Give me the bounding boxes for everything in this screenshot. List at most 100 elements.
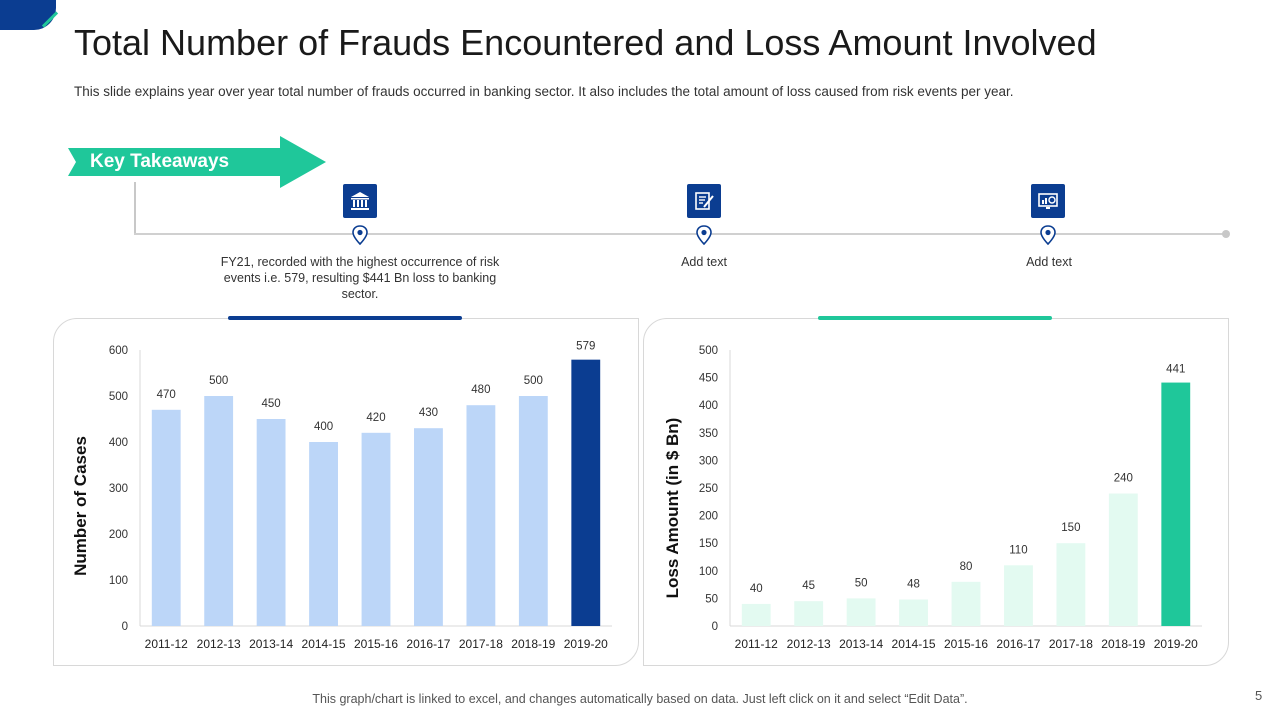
loss-data-label: 48 <box>907 579 920 591</box>
timeline-end-dot <box>1222 230 1230 238</box>
cases-bar <box>361 432 391 626</box>
loss-data-label: 50 <box>855 577 868 589</box>
cases-bar <box>204 396 234 626</box>
loss-data-label: 441 <box>1166 364 1185 376</box>
cases-bar <box>256 419 286 626</box>
location-pin-icon <box>696 225 712 246</box>
monitor-chart-icon <box>1038 193 1058 209</box>
page-title: Total Number of Frauds Encountered and L… <box>74 22 1097 63</box>
cases-bar <box>466 405 496 626</box>
cases-y-tick-label: 400 <box>109 437 128 449</box>
loss-x-tick-label: 2019-20 <box>1154 637 1198 651</box>
loss-bar <box>1108 493 1138 626</box>
cases-x-tick-label: 2017-18 <box>459 637 503 651</box>
loss-y-tick-label: 350 <box>699 428 718 440</box>
cases-x-tick-label: 2016-17 <box>406 637 450 651</box>
loss-data-label: 110 <box>1009 544 1027 556</box>
page-number: 5 <box>1255 688 1263 703</box>
loss-bar <box>1004 565 1033 626</box>
location-pin-icon <box>1040 225 1056 246</box>
loss-y-tick-label: 450 <box>699 373 718 385</box>
loss-panel-accent <box>818 316 1052 320</box>
loss-bar <box>951 581 981 626</box>
timeline-horizontal-line <box>134 233 1226 235</box>
loss-data-label: 240 <box>1114 473 1133 485</box>
cases-y-tick-label: 100 <box>109 575 128 587</box>
cases-panel-accent <box>228 316 462 320</box>
bank-icon-box <box>343 184 377 218</box>
loss-y-tick-label: 300 <box>699 455 718 467</box>
bank-icon <box>351 192 369 210</box>
loss-x-tick-label: 2011-12 <box>735 637 778 651</box>
takeaway-note-3: Add text <box>1026 255 1072 269</box>
footer-note: This graph/chart is linked to excel, and… <box>312 692 968 706</box>
cases-bar <box>151 409 181 626</box>
loss-x-tick-label: 2018-19 <box>1101 637 1145 651</box>
loss-x-tick-label: 2017-18 <box>1049 637 1093 651</box>
loss-bar <box>846 598 876 626</box>
cases-x-tick-label: 2019-20 <box>564 637 608 651</box>
cases-data-label: 579 <box>576 341 595 353</box>
loss-y-tick-label: 150 <box>699 538 718 550</box>
cases-data-label: 420 <box>366 412 385 424</box>
loss-bar <box>899 599 928 626</box>
page-subtitle: This slide explains year over year total… <box>74 84 1014 99</box>
loss-y-tick-label: 0 <box>712 621 718 633</box>
loss-y-tick-label: 50 <box>705 593 718 605</box>
loss-y-tick-label: 400 <box>699 400 718 412</box>
cases-data-label: 480 <box>471 384 490 396</box>
takeaway-note-2: Add text <box>681 255 727 269</box>
loss-y-tick-label: 500 <box>699 345 718 357</box>
timeline-vertical-line <box>134 182 136 234</box>
cases-x-tick-label: 2015-16 <box>354 637 398 651</box>
loss-x-tick-label: 2014-15 <box>892 637 936 651</box>
cases-x-tick-label: 2018-19 <box>511 637 555 651</box>
cases-x-tick-label: 2014-15 <box>302 637 346 651</box>
key-takeaways-label: Key Takeaways <box>90 151 230 172</box>
loss-data-label: 40 <box>750 583 763 595</box>
cases-x-tick-label: 2011-12 <box>145 637 188 651</box>
cases-data-label: 450 <box>262 398 281 410</box>
cases-x-tick-label: 2013-14 <box>249 637 293 651</box>
arrow-banner-shape <box>68 136 326 188</box>
loss-x-tick-label: 2013-14 <box>839 637 883 651</box>
cases-bar-chart: 0 100 200 300 400 500 600 470 2011-12 500 2012-13 4… <box>109 341 612 651</box>
cases-bar <box>571 359 601 626</box>
loss-bar-chart: 0 50 100 150 200 250 300 350 400 450 500 40 2011-12 4… <box>699 345 1202 651</box>
cases-data-label: 430 <box>419 407 438 419</box>
loss-data-label: 150 <box>1061 522 1080 534</box>
key-takeaways-banner: Key Takeaways <box>68 136 326 188</box>
loss-data-label: 80 <box>960 561 973 573</box>
cases-y-axis-label: Number of Cases <box>71 436 90 576</box>
cases-data-label: 470 <box>157 389 176 401</box>
takeaway-note-1: FY21, recorded with the highest occurren… <box>220 255 500 301</box>
loss-data-label: 45 <box>802 580 815 592</box>
cases-bar <box>309 442 338 626</box>
cases-bar <box>518 396 548 626</box>
location-pin-icon <box>352 225 368 246</box>
corner-decoration <box>0 0 56 30</box>
cases-y-tick-label: 300 <box>109 483 128 495</box>
cases-y-tick-label: 600 <box>109 345 128 357</box>
loss-bar <box>794 601 824 626</box>
loss-y-tick-label: 100 <box>699 566 718 578</box>
monitor-chart-icon-box <box>1031 184 1065 218</box>
document-edit-icon <box>695 192 714 210</box>
loss-y-tick-label: 250 <box>699 483 718 495</box>
loss-y-axis-label: Loss Amount (in $ Bn) <box>663 417 682 599</box>
loss-x-tick-label: 2016-17 <box>996 637 1040 651</box>
cases-bar <box>414 428 443 626</box>
cases-y-tick-label: 200 <box>109 529 128 541</box>
cases-data-label: 500 <box>524 375 543 387</box>
cases-data-label: 500 <box>209 375 228 387</box>
loss-x-tick-label: 2012-13 <box>787 637 831 651</box>
loss-x-tick-label: 2015-16 <box>944 637 988 651</box>
cases-y-tick-label: 0 <box>122 621 128 633</box>
loss-y-tick-label: 200 <box>699 511 718 523</box>
cases-y-tick-label: 500 <box>109 391 128 403</box>
loss-bar <box>1161 382 1191 626</box>
cases-x-tick-label: 2012-13 <box>197 637 241 651</box>
cases-data-label: 400 <box>314 421 333 433</box>
loss-bar <box>1056 543 1086 626</box>
loss-bar <box>741 603 771 626</box>
